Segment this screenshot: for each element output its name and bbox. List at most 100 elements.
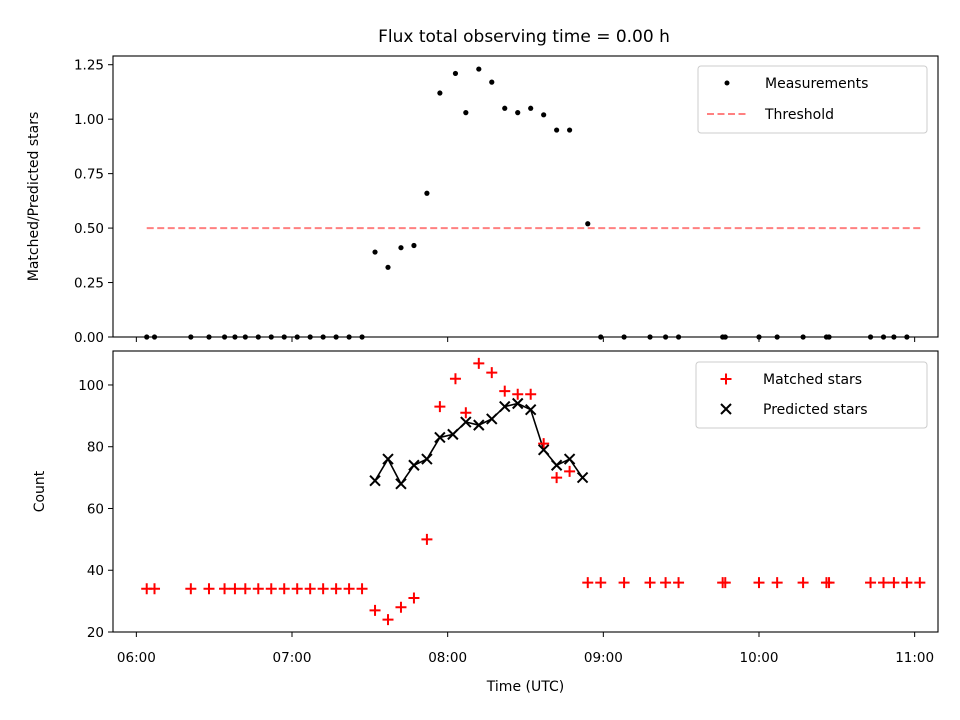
legend-measurements-marker (724, 80, 730, 86)
top-x-ticks (135, 337, 916, 342)
bottom-x-ticks: 06:00 07:00 08:00 09:00 10:00 11:00 (117, 632, 934, 666)
top-y-tick-label: 1.25 (74, 58, 104, 74)
matched-star-point (278, 583, 290, 595)
matched-star-point (317, 583, 329, 595)
matched-star-point (719, 577, 731, 589)
matched-star-point (473, 357, 485, 369)
matched-star-point (460, 407, 472, 419)
matched-star-point (421, 533, 433, 545)
bottom-y-tick-label: 100 (78, 378, 104, 394)
bottom-legend-box (695, 361, 928, 429)
matched-star-point (564, 465, 576, 477)
predicted-star-point (499, 400, 511, 413)
bottom-panel: 20 40 60 80 100 06:00 07:00 08:00 09:00 10:00 11:… (32, 350, 939, 695)
matched-star-point (914, 577, 926, 589)
predicted-star-point (408, 459, 420, 471)
matched-star-point (239, 583, 251, 595)
matched-star-point (486, 367, 498, 379)
predicted-star-point (434, 431, 446, 444)
top-y-axis-label: Matched/Predicted stars (26, 112, 42, 282)
matched-star-point (291, 583, 303, 595)
measurement-point (385, 264, 391, 270)
top-y-tick-label: 0.50 (74, 221, 104, 237)
bottom-x-tick-label: 09:00 (584, 650, 623, 666)
measurement-point (502, 105, 508, 111)
matched-star-point (865, 577, 877, 589)
predicted-star-point (421, 453, 433, 465)
bottom-y-tick-label: 80 (87, 440, 104, 456)
bottom-x-axis-label: Time (UTC) (486, 679, 564, 695)
measurement-point (541, 112, 547, 118)
measurement-point (424, 190, 430, 196)
measurement-point (398, 245, 404, 251)
bottom-y-tick-label: 40 (87, 563, 104, 579)
top-panel: 0.00 0.25 0.50 0.75 1.00 1.25 Matched/Predict… (26, 55, 939, 346)
matched-star-point (395, 601, 407, 613)
matched-star-point (753, 577, 765, 589)
predicted-star-point (512, 397, 524, 410)
matched-star-point (343, 583, 355, 595)
matched-star-point (595, 577, 607, 589)
measurement-point (437, 90, 443, 96)
legend-matched-label: Matched stars (763, 372, 862, 388)
predicted-star-point (576, 471, 589, 484)
measurement-point (528, 105, 534, 111)
matched-star-point (382, 614, 394, 626)
predicted-star-point (486, 413, 498, 425)
top-y-tick-label: 0.00 (74, 330, 104, 346)
top-y-tick-label: 0.75 (74, 167, 104, 183)
matched-star-point (644, 577, 656, 589)
top-chart-title: Flux total observing time = 0.00 h (378, 27, 670, 47)
legend-predicted-marker (720, 403, 732, 415)
predicted-star-point (395, 478, 407, 490)
measurement-point (585, 221, 591, 227)
bottom-axes-frame (112, 350, 939, 633)
predicted-star-point (473, 419, 485, 431)
matched-stars-series (141, 357, 926, 626)
predicted-star-point (563, 453, 576, 465)
legend-threshold-label: Threshold (764, 107, 834, 123)
matched-star-point (408, 592, 420, 604)
predicted-star-point (369, 474, 381, 487)
matched-star-point (369, 604, 381, 616)
predicted-star-point (447, 428, 459, 441)
measurement-point (476, 66, 482, 72)
measurement-point (515, 110, 521, 116)
bottom-x-tick-label: 06:00 (117, 650, 156, 666)
predicted-star-point (524, 403, 537, 416)
matched-star-point (499, 385, 511, 397)
bottom-y-tick-label: 20 (87, 625, 104, 641)
predicted-star-point (537, 444, 550, 456)
measurement-point (411, 242, 417, 249)
legend-measurements-label: Measurements (765, 76, 868, 92)
matched-star-point (356, 583, 368, 595)
top-y-ticks: 0.00 0.25 0.50 0.75 1.00 1.25 (74, 58, 113, 346)
matched-star-point (525, 388, 537, 400)
predicted-star-point (382, 453, 394, 465)
measurement-point (452, 70, 459, 77)
matched-star-point (449, 373, 461, 385)
matched-star-point (252, 583, 264, 595)
measurement-point (554, 127, 560, 133)
top-legend: Measurements Threshold (697, 65, 928, 134)
legend-matched-marker (720, 373, 732, 385)
bottom-x-tick-label: 11:00 (895, 650, 934, 666)
matched-star-point (582, 577, 594, 589)
matched-star-point (330, 583, 342, 595)
legend-predicted-label: Predicted stars (763, 402, 868, 418)
measurement-point (372, 249, 378, 255)
matched-star-point (219, 583, 231, 595)
matched-star-point (149, 583, 161, 595)
top-y-tick-label: 0.25 (74, 276, 104, 292)
matched-star-point (551, 472, 563, 484)
bottom-x-tick-label: 08:00 (428, 650, 467, 666)
matched-star-point (901, 577, 913, 589)
matched-star-point (618, 577, 630, 589)
matched-star-point (229, 583, 241, 595)
top-legend-box (697, 65, 928, 134)
matched-star-point (797, 577, 809, 589)
matched-star-point (538, 438, 550, 450)
bottom-x-tick-label: 07:00 (273, 650, 312, 666)
measurement-point (567, 127, 573, 133)
bottom-y-tick-label: 60 (87, 501, 104, 517)
